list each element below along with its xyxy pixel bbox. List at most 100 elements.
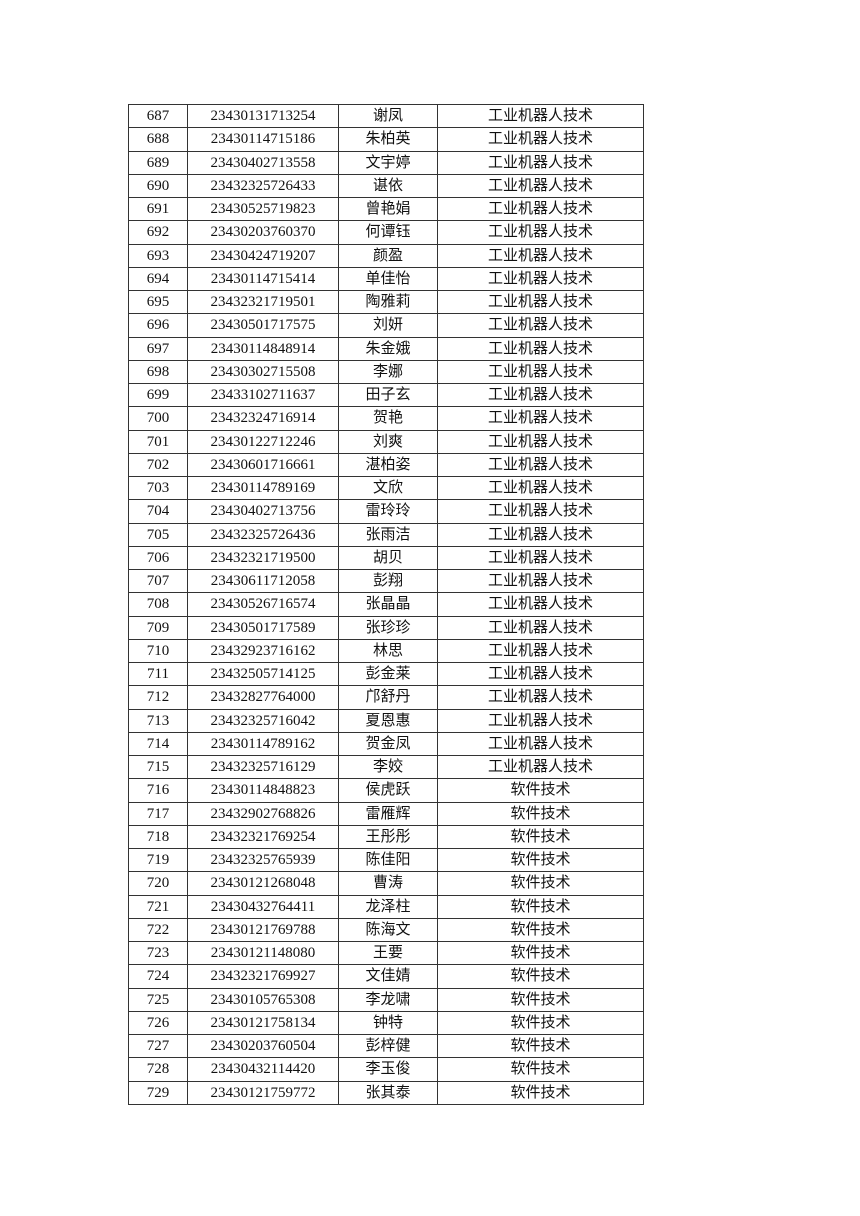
row-number-cell: 696 [128, 313, 188, 338]
student-id-cell: 23430114848914 [187, 336, 339, 361]
row-number-cell: 689 [128, 150, 188, 175]
major-cell: 工业机器人技术 [437, 661, 644, 687]
row-number-cell: 697 [128, 336, 188, 361]
table-row: 696 23430501717575 刘妍 工业机器人技术 [128, 313, 644, 338]
table-row: 701 23430122712246 刘爽 工业机器人技术 [128, 429, 644, 454]
student-id-cell: 23430114848823 [187, 778, 339, 803]
student-name-cell: 文欣 [338, 475, 438, 501]
major-cell: 软件技术 [437, 964, 644, 989]
student-name-cell: 雷玲玲 [338, 499, 438, 524]
student-id-cell: 23430122712246 [187, 429, 339, 454]
student-name-cell: 谌依 [338, 173, 438, 199]
student-id-cell: 23430121759772 [187, 1080, 339, 1105]
student-name-cell: 刘爽 [338, 429, 438, 454]
student-name-cell: 邝舒丹 [338, 685, 438, 710]
major-cell: 软件技术 [437, 894, 644, 919]
row-number-cell: 724 [128, 964, 188, 989]
major-cell: 工业机器人技术 [437, 592, 644, 617]
student-id-cell: 23430432114420 [187, 1057, 339, 1082]
student-id-cell: 23430114715414 [187, 266, 339, 292]
major-cell: 工业机器人技术 [437, 336, 644, 361]
table-row: 729 23430121759772 张其泰 软件技术 [128, 1080, 644, 1105]
table-row: 688 23430114715186 朱柏英 工业机器人技术 [128, 127, 644, 152]
row-number-cell: 699 [128, 382, 188, 408]
major-cell: 工业机器人技术 [437, 638, 644, 664]
student-id-cell: 23430432764411 [187, 894, 339, 919]
major-cell: 工业机器人技术 [437, 545, 644, 571]
table-row: 703 23430114789169 文欣 工业机器人技术 [128, 475, 644, 501]
student-table-body: 687 23430131713254 谢凤 工业机器人技术 688 23430114715… [128, 103, 644, 1105]
row-number-cell: 691 [128, 196, 188, 222]
student-id-cell: 23432321769927 [187, 964, 339, 989]
row-number-cell: 701 [128, 429, 188, 454]
table-row: 713 23432325716042 夏恩惠 工业机器人技术 [128, 708, 644, 733]
row-number-cell: 703 [128, 475, 188, 501]
table-row: 700 23432324716914 贺艳 工业机器人技术 [128, 406, 644, 431]
row-number-cell: 717 [128, 801, 188, 826]
major-cell: 工业机器人技术 [437, 289, 644, 315]
row-number-cell: 722 [128, 917, 188, 943]
student-name-cell: 颜盈 [338, 243, 438, 268]
major-cell: 工业机器人技术 [437, 754, 644, 780]
student-name-cell: 湛柏姿 [338, 452, 438, 478]
table-row: 699 23433102711637 田子玄 工业机器人技术 [128, 382, 644, 408]
row-number-cell: 711 [128, 661, 188, 687]
student-id-cell: 23430121769788 [187, 917, 339, 943]
student-id-cell: 23432325716042 [187, 708, 339, 733]
student-table: 687 23430131713254 谢凤 工业机器人技术 688 23430114715… [128, 103, 644, 1105]
student-id-cell: 23430121758134 [187, 1010, 339, 1036]
row-number-cell: 726 [128, 1010, 188, 1036]
table-row: 704 23430402713756 雷玲玲 工业机器人技术 [128, 499, 644, 524]
row-number-cell: 712 [128, 685, 188, 710]
row-number-cell: 716 [128, 778, 188, 803]
table-row: 718 23432321769254 王彤彤 软件技术 [128, 824, 644, 850]
student-name-cell: 张其泰 [338, 1080, 438, 1105]
table-row: 707 23430611712058 彭翔 工业机器人技术 [128, 568, 644, 594]
row-number-cell: 727 [128, 1033, 188, 1059]
table-row: 724 23432321769927 文佳婧 软件技术 [128, 964, 644, 989]
table-row: 727 23430203760504 彭梓健 软件技术 [128, 1033, 644, 1059]
row-number-cell: 706 [128, 545, 188, 571]
student-id-cell: 23430611712058 [187, 568, 339, 594]
major-cell: 工业机器人技术 [437, 452, 644, 478]
student-name-cell: 曹涛 [338, 871, 438, 896]
table-row: 705 23432325726436 张雨洁 工业机器人技术 [128, 522, 644, 547]
major-cell: 工业机器人技术 [437, 615, 644, 640]
student-name-cell: 胡贝 [338, 545, 438, 571]
student-name-cell: 刘妍 [338, 313, 438, 338]
major-cell: 工业机器人技术 [437, 568, 644, 594]
major-cell: 工业机器人技术 [437, 731, 644, 757]
student-id-cell: 23430203760504 [187, 1033, 339, 1059]
student-id-cell: 23432325726436 [187, 522, 339, 547]
student-name-cell: 彭金莱 [338, 661, 438, 687]
table-row: 711 23432505714125 彭金莱 工业机器人技术 [128, 661, 644, 687]
student-id-cell: 23430526716574 [187, 592, 339, 617]
row-number-cell: 721 [128, 894, 188, 919]
student-name-cell: 陈海文 [338, 917, 438, 943]
table-row: 725 23430105765308 李龙啸 软件技术 [128, 987, 644, 1012]
table-row: 716 23430114848823 侯虎跃 软件技术 [128, 778, 644, 803]
table-row: 694 23430114715414 单佳怡 工业机器人技术 [128, 266, 644, 292]
row-number-cell: 688 [128, 127, 188, 152]
table-row: 714 23430114789162 贺金凤 工业机器人技术 [128, 731, 644, 757]
table-row: 708 23430526716574 张晶晶 工业机器人技术 [128, 592, 644, 617]
major-cell: 软件技术 [437, 1057, 644, 1082]
table-row: 712 23432827764000 邝舒丹 工业机器人技术 [128, 685, 644, 710]
table-row: 723 23430121148080 王要 软件技术 [128, 940, 644, 966]
major-cell: 软件技术 [437, 801, 644, 826]
student-name-cell: 朱金娥 [338, 336, 438, 361]
table-row: 715 23432325716129 李姣 工业机器人技术 [128, 754, 644, 780]
student-name-cell: 曾艳娟 [338, 196, 438, 222]
student-id-cell: 23430114789162 [187, 731, 339, 757]
major-cell: 软件技术 [437, 987, 644, 1012]
student-id-cell: 23432505714125 [187, 661, 339, 687]
table-row: 695 23432321719501 陶雅莉 工业机器人技术 [128, 289, 644, 315]
major-cell: 工业机器人技术 [437, 220, 644, 245]
table-row: 719 23432325765939 陈佳阳 软件技术 [128, 847, 644, 873]
student-name-cell: 文宇婷 [338, 150, 438, 175]
table-row: 691 23430525719823 曾艳娟 工业机器人技术 [128, 196, 644, 222]
student-id-cell: 23432827764000 [187, 685, 339, 710]
row-number-cell: 729 [128, 1080, 188, 1105]
student-name-cell: 侯虎跃 [338, 778, 438, 803]
table-row: 721 23430432764411 龙泽柱 软件技术 [128, 894, 644, 919]
